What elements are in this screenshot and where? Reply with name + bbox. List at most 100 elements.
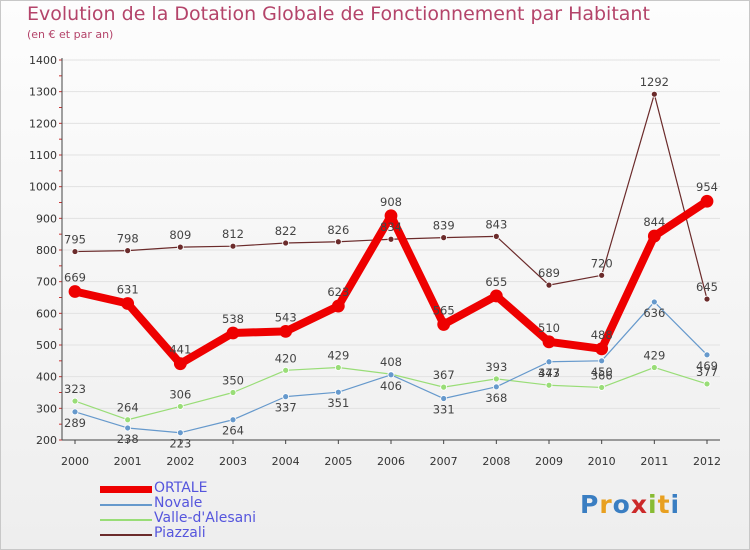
data-label-novale: 238 — [117, 432, 139, 446]
x-tick-label: 2005 — [324, 455, 352, 468]
data-point-ortale — [542, 335, 556, 349]
data-point-piazzali — [492, 232, 500, 240]
data-point-piazzali — [71, 248, 79, 255]
data-point-valledalesani — [650, 364, 658, 371]
data-point-ortale — [68, 285, 82, 298]
y-tick-label: 500 — [36, 339, 57, 352]
data-label-novale: 264 — [222, 424, 244, 438]
data-label-piazzali: 843 — [485, 217, 507, 231]
data-point-ortale — [226, 326, 240, 340]
data-point-valledalesani — [334, 364, 342, 371]
data-label-piazzali: 798 — [117, 232, 139, 246]
x-tick-label: 2002 — [166, 455, 194, 468]
data-point-valledalesani — [176, 403, 184, 410]
x-tick-label: 2009 — [535, 455, 563, 468]
legend-label-ortale: ORTALE — [154, 480, 208, 496]
data-label-piazzali: 795 — [64, 233, 86, 247]
data-point-valledalesani — [124, 416, 132, 424]
data-point-novale — [650, 298, 658, 306]
data-point-novale — [440, 395, 448, 402]
data-point-piazzali — [176, 243, 184, 251]
y-tick-label: 300 — [36, 402, 57, 415]
data-point-novale — [545, 358, 553, 366]
data-point-valledalesani — [598, 384, 606, 391]
data-point-piazzali — [282, 239, 290, 247]
legend-swatch-ortale — [100, 486, 152, 493]
data-point-novale — [176, 429, 184, 437]
data-label-piazzali: 645 — [696, 280, 718, 294]
data-label-piazzali: 826 — [327, 223, 349, 237]
data-point-ortale — [647, 229, 661, 243]
data-point-novale — [598, 357, 606, 365]
data-label-valledalesani: 366 — [591, 368, 613, 382]
y-tick-label: 1400 — [29, 54, 57, 67]
chart-subtitle: (en € et par an) — [27, 28, 114, 41]
data-label-novale: 289 — [64, 416, 86, 430]
data-label-ortale: 844 — [643, 215, 665, 229]
x-tick-label: 2008 — [482, 455, 510, 468]
data-point-valledalesani — [703, 380, 711, 388]
data-label-novale: 469 — [696, 359, 718, 373]
data-point-novale — [71, 408, 79, 416]
data-label-ortale: 538 — [222, 312, 244, 326]
x-tick-label: 2004 — [272, 455, 300, 468]
legend-label-piazzali: Piazzali — [154, 525, 206, 541]
data-label-valledalesani: 350 — [222, 374, 244, 388]
data-point-ortale — [384, 209, 398, 223]
y-tick-label: 1300 — [29, 86, 57, 99]
y-tick-label: 1100 — [29, 149, 57, 162]
data-label-valledalesani: 264 — [117, 401, 139, 415]
data-point-novale — [492, 383, 500, 391]
x-tick-label: 2010 — [588, 455, 616, 468]
data-label-novale: 406 — [380, 379, 402, 393]
data-label-piazzali: 1292 — [640, 75, 669, 89]
data-point-ortale — [700, 194, 714, 208]
data-label-novale: 337 — [275, 401, 297, 415]
data-point-ortale — [121, 297, 135, 310]
data-label-piazzali: 812 — [222, 227, 244, 241]
legend-swatch-valle-dalesani — [100, 519, 152, 521]
data-point-novale — [229, 416, 237, 424]
data-label-ortale: 631 — [117, 283, 139, 297]
data-label-ortale: 669 — [64, 270, 86, 284]
data-label-ortale: 908 — [380, 195, 402, 209]
y-tick-label: 700 — [36, 276, 57, 289]
data-label-novale: 450 — [591, 365, 613, 379]
data-point-novale — [334, 388, 342, 396]
data-label-valledalesani: 393 — [485, 360, 507, 374]
data-point-piazzali — [334, 238, 342, 246]
data-label-valledalesani: 420 — [275, 351, 297, 365]
x-tick-label: 2007 — [430, 455, 458, 468]
data-point-novale — [282, 393, 290, 401]
data-label-valledalesani: 323 — [64, 382, 86, 396]
data-point-valledalesani — [545, 381, 553, 389]
data-label-piazzali: 839 — [433, 219, 455, 233]
x-tick-label: 2011 — [640, 455, 668, 468]
data-point-novale — [703, 351, 711, 359]
chart-title: Evolution de la Dotation Globale de Fonc… — [27, 3, 650, 25]
x-tick-label: 2012 — [693, 455, 721, 468]
data-label-ortale: 623 — [327, 285, 349, 299]
x-tick-label: 2000 — [61, 455, 89, 468]
data-point-ortale — [279, 324, 293, 338]
data-point-ortale — [595, 342, 609, 356]
legend-label-novale: Novale — [154, 495, 203, 511]
data-label-valledalesani: 408 — [380, 355, 402, 369]
data-label-piazzali: 834 — [380, 220, 402, 234]
data-label-valledalesani: 429 — [643, 348, 665, 362]
data-label-ortale: 655 — [485, 275, 507, 289]
data-point-valledalesani — [282, 366, 290, 374]
data-label-ortale: 510 — [538, 321, 560, 335]
legend-swatch-piazzali — [100, 534, 152, 536]
y-tick-label: 1000 — [29, 181, 57, 194]
x-tick-label: 2006 — [377, 455, 405, 468]
data-point-novale — [124, 424, 132, 432]
data-label-piazzali: 720 — [591, 256, 613, 270]
data-point-piazzali — [650, 90, 658, 98]
data-point-piazzali — [545, 281, 553, 289]
data-label-ortale: 488 — [591, 328, 613, 342]
data-label-piazzali: 689 — [538, 266, 560, 280]
y-tick-label: 200 — [36, 434, 57, 447]
data-point-piazzali — [229, 242, 237, 250]
data-label-novale: 331 — [433, 403, 455, 417]
